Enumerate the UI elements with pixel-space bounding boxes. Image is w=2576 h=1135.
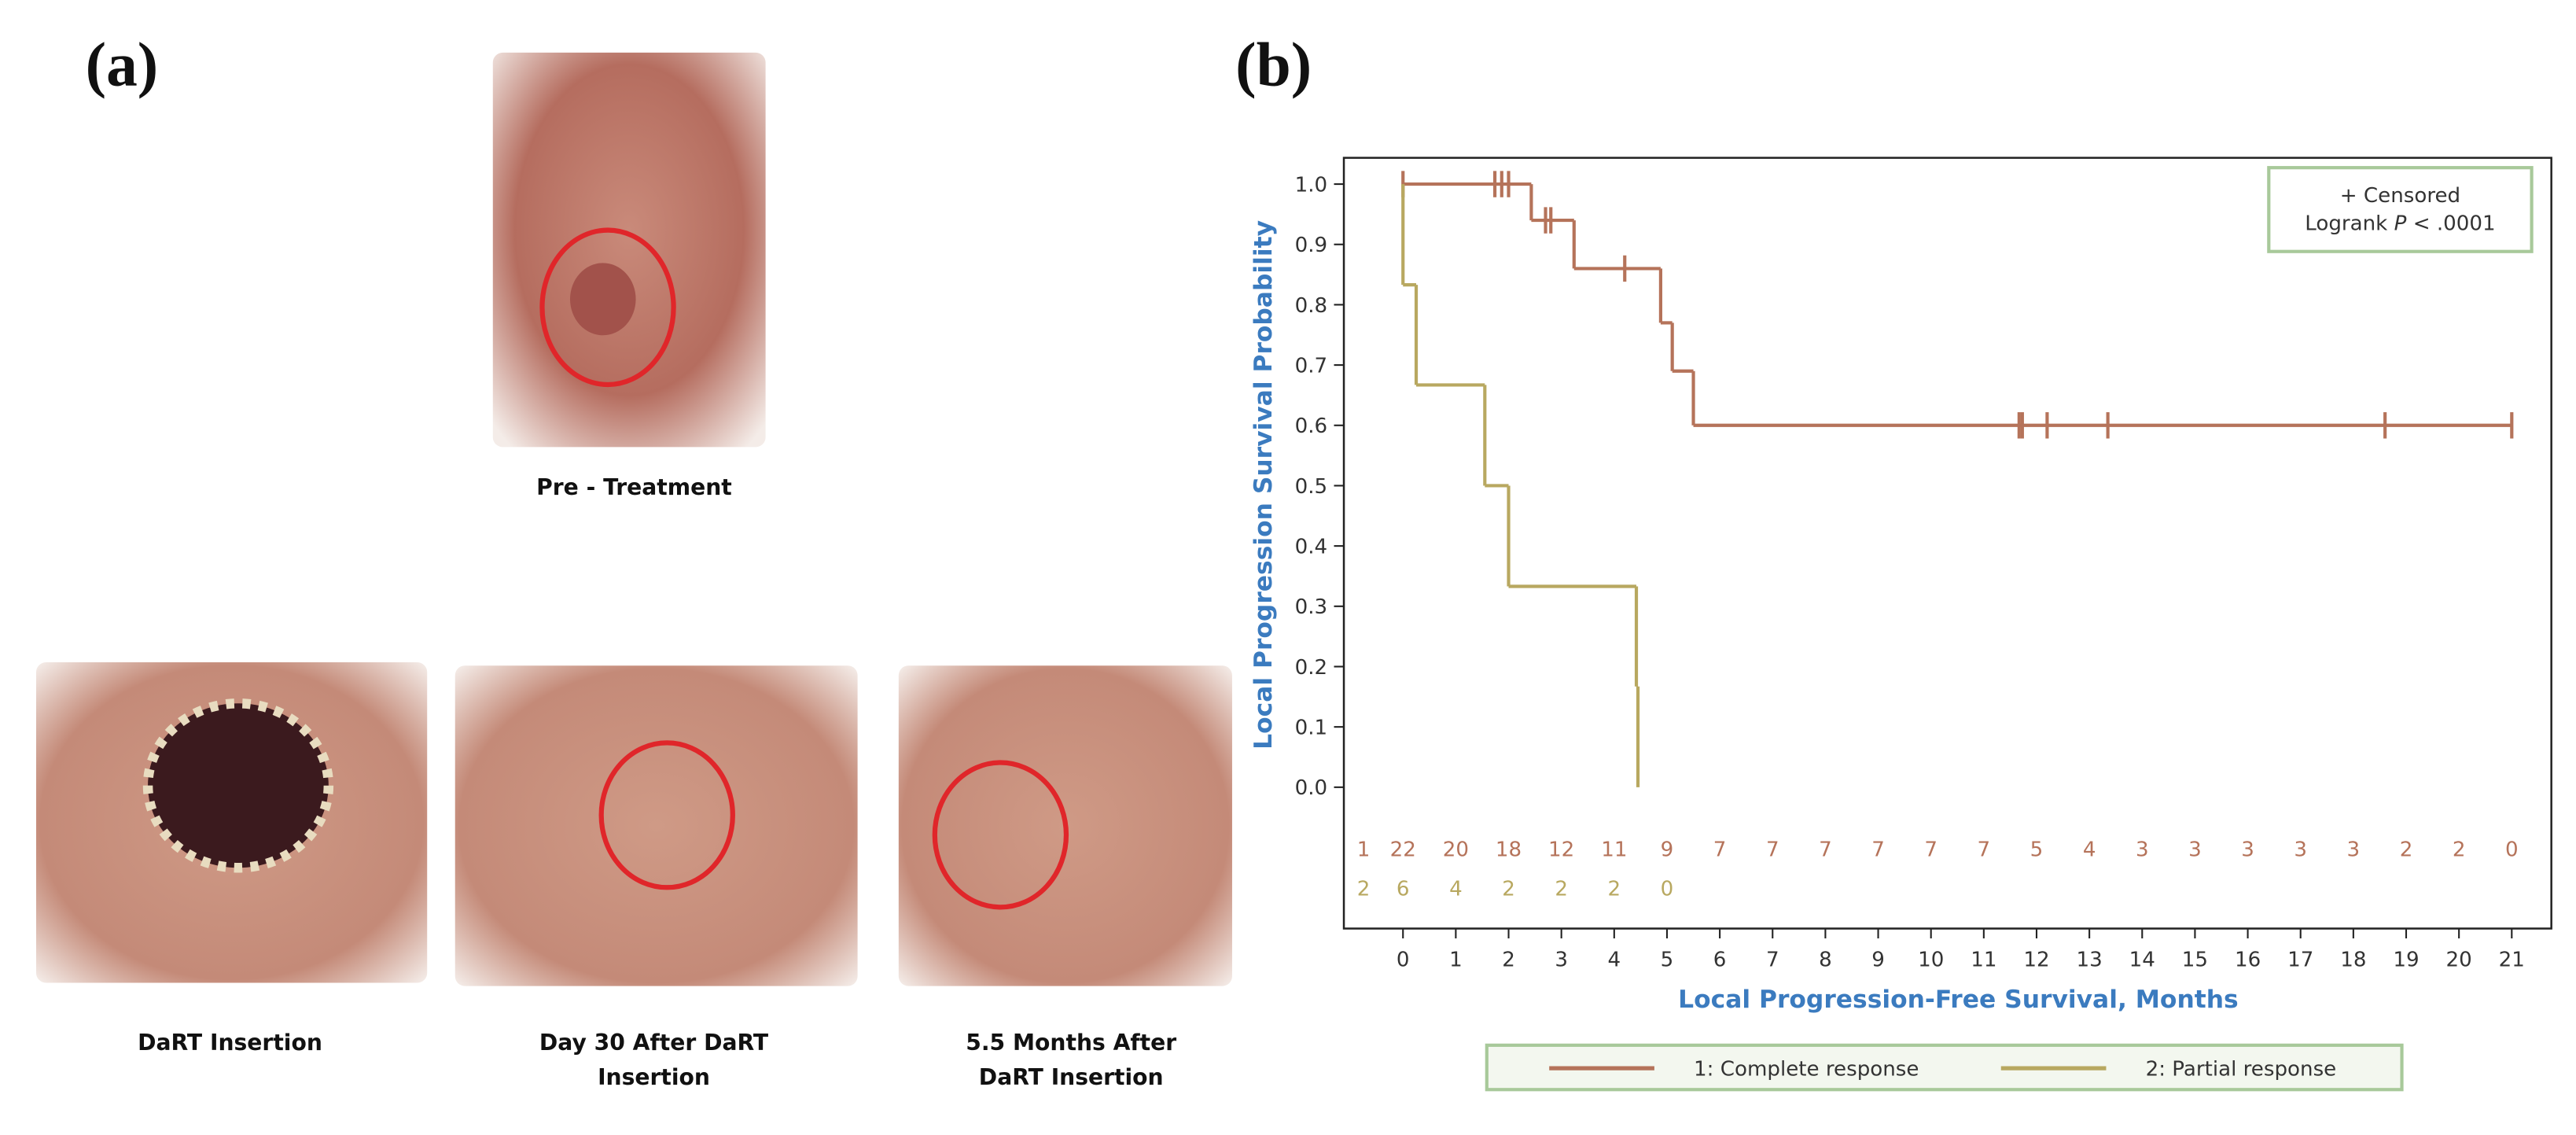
at-risk-count: 0 (1661, 878, 1674, 901)
at-risk-count: 0 (2505, 838, 2519, 862)
at-risk-count: 3 (2188, 838, 2202, 862)
caption: DaRT Insertion (979, 1064, 1164, 1090)
annotation-box (2267, 166, 2534, 253)
at-risk-count: 3 (2347, 838, 2361, 862)
y-tick-label: 0.3 (1295, 595, 1328, 619)
at-risk-count: 2 (1555, 878, 1568, 901)
y-tick-label: 0.8 (1295, 294, 1328, 318)
at-risk-count: 3 (2136, 838, 2149, 862)
x-tick-label: 9 (1871, 949, 1885, 972)
x-tick-label: 6 (1713, 949, 1727, 972)
lesion (569, 263, 636, 336)
x-tick-label: 2 (1502, 949, 1515, 972)
y-tick-label: 0.0 (1295, 776, 1328, 800)
x-tick-label: 19 (2393, 949, 2419, 972)
at-risk-count: 5 (2030, 838, 2044, 862)
x-tick-label: 0 (1397, 949, 1410, 972)
at-risk-count: 4 (1449, 878, 1463, 901)
at-risk-count: 7 (1819, 838, 1832, 862)
annotation: + Censored (2340, 184, 2460, 208)
y-tick-label: 0.1 (1295, 717, 1328, 740)
x-tick-label: 18 (2340, 949, 2366, 972)
x-tick-label: 21 (2499, 949, 2525, 972)
x-tick-label: 8 (1819, 949, 1832, 972)
lesion-circle (539, 227, 676, 388)
x-tick-label: 13 (2077, 949, 2103, 972)
x-tick-label: 12 (2023, 949, 2049, 972)
y-axis-label: Local Progression Survival Probability (1249, 220, 1278, 750)
lesion-circle (932, 760, 1069, 910)
at-risk-count: 7 (1924, 838, 1938, 862)
caption: DaRT Insertion (138, 1030, 322, 1056)
x-tick-label: 16 (2235, 949, 2261, 972)
at-risk-count: 20 (1443, 838, 1469, 862)
caption: Pre - Treatment (536, 474, 732, 500)
annotation-part: Logrank (2305, 212, 2388, 236)
lesion (148, 703, 329, 868)
x-tick-label: 1 (1449, 949, 1463, 972)
x-tick-label: 17 (2287, 949, 2313, 972)
at-risk-count: 4 (2083, 838, 2096, 862)
at-risk-count: 3 (2241, 838, 2254, 862)
at-risk-count: 22 (1390, 838, 1416, 862)
panel-label: (b) (1235, 31, 1312, 100)
y-tick-label: 1.0 (1295, 173, 1328, 197)
x-tick-label: 7 (1766, 949, 1779, 972)
legend-label: 1: Complete response (1694, 1058, 1919, 1082)
x-tick-label: 11 (1971, 949, 1996, 972)
at-risk-count: 2 (2453, 838, 2466, 862)
lesion-circle (598, 740, 735, 890)
photo (454, 665, 858, 986)
seed-ring (142, 698, 334, 873)
x-axis-label: Local Progression-Free Survival, Months (1678, 986, 2239, 1014)
at-risk-count: 2 (1608, 878, 1621, 901)
annotation: Logrank P < .0001 (2305, 212, 2495, 236)
at-risk-count: 7 (1713, 838, 1727, 862)
x-tick-label: 3 (1555, 949, 1568, 972)
at-risk-count: 11 (1601, 838, 1627, 862)
at-risk-count: 12 (1548, 838, 1574, 862)
x-tick-label: 4 (1608, 949, 1621, 972)
plot-frame (1342, 157, 2552, 930)
x-tick-label: 10 (1918, 949, 1944, 972)
at-risk-row-label: 1 (1357, 838, 1371, 862)
at-risk-count: 2 (1502, 878, 1515, 901)
annotation-part: < .0001 (2413, 212, 2496, 236)
x-tick-label: 20 (2446, 949, 2472, 972)
at-risk-row-label: 2 (1357, 878, 1371, 901)
annotation-part: P (2394, 212, 2407, 236)
caption: 5.5 Months After (966, 1030, 1176, 1056)
panel-label: (a) (86, 31, 159, 100)
at-risk-count: 6 (1397, 878, 1410, 901)
x-tick-label: 5 (1661, 949, 1674, 972)
at-risk-count: 7 (1871, 838, 1885, 862)
at-risk-count: 7 (1766, 838, 1779, 862)
photo (492, 52, 766, 448)
at-risk-count: 9 (1661, 838, 1674, 862)
caption: Insertion (598, 1064, 710, 1090)
at-risk-count: 2 (2400, 838, 2413, 862)
at-risk-count: 7 (1978, 838, 1991, 862)
x-tick-label: 15 (2182, 949, 2208, 972)
legend-label: 2: Partial response (2146, 1058, 2337, 1082)
y-tick-label: 0.2 (1295, 656, 1328, 680)
y-tick-label: 0.4 (1295, 536, 1328, 559)
at-risk-count: 3 (2294, 838, 2307, 862)
x-tick-label: 14 (2129, 949, 2155, 972)
y-tick-label: 0.9 (1295, 234, 1328, 257)
y-tick-label: 0.6 (1295, 415, 1328, 438)
y-tick-label: 0.7 (1295, 355, 1328, 378)
legend (1485, 1043, 2404, 1092)
y-tick-label: 0.5 (1295, 475, 1328, 499)
at-risk-count: 18 (1496, 838, 1522, 862)
caption: Day 30 After DaRT (539, 1030, 769, 1056)
